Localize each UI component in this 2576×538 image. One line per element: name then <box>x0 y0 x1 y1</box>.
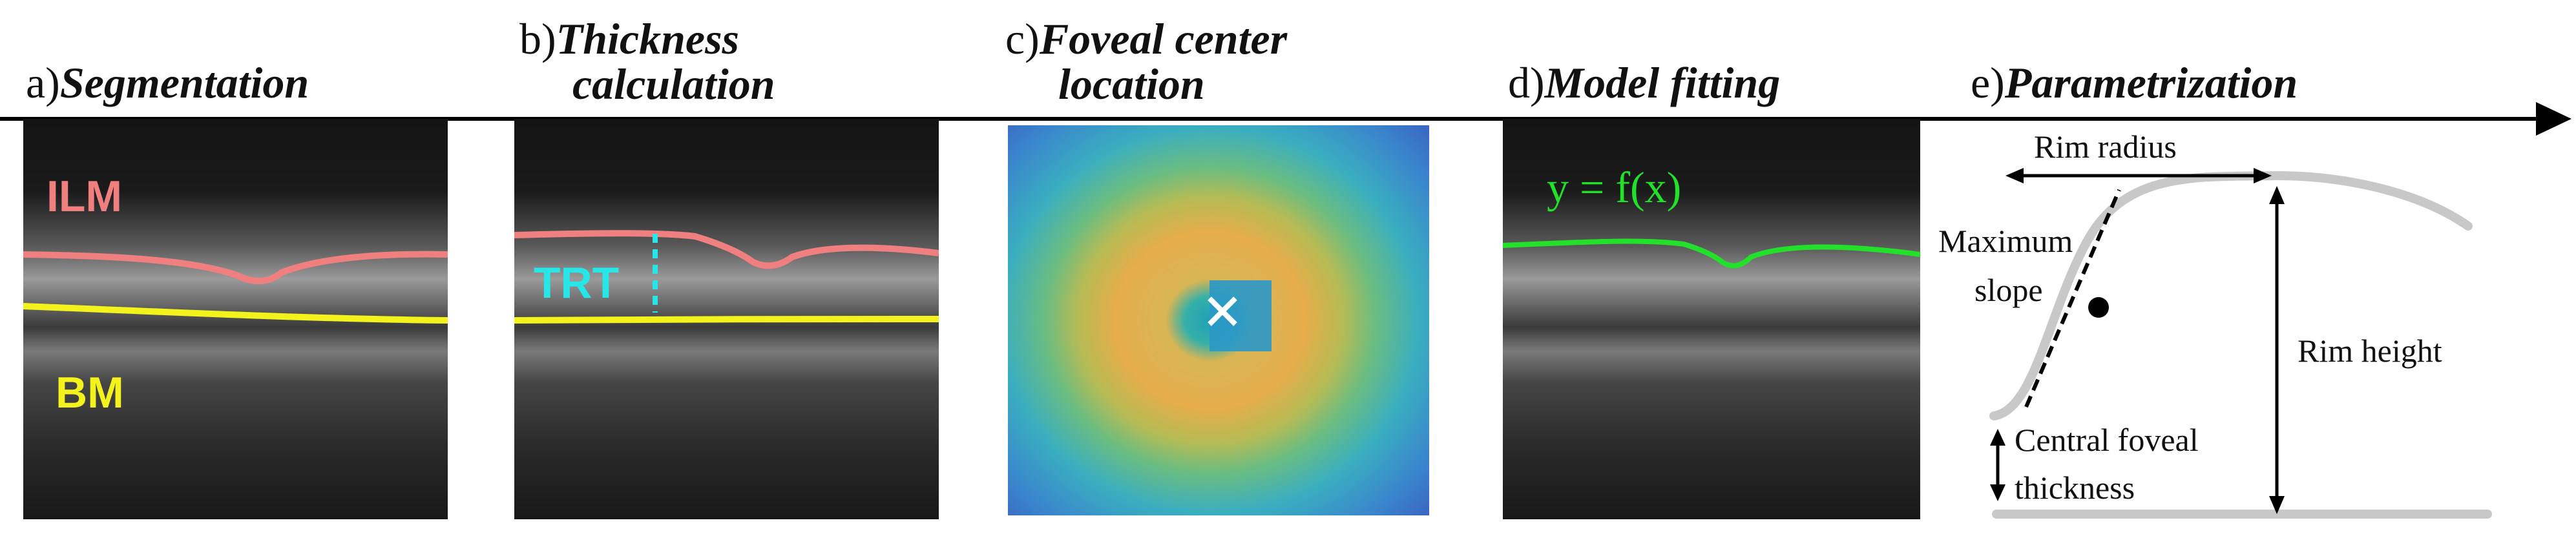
maximum-slope-label-line1: Maximum <box>1938 223 2073 259</box>
panel-b-label: b)Thickness <box>519 16 739 62</box>
central-foveal-label-line2: thickness <box>2015 470 2135 506</box>
panel-a-image <box>23 119 448 519</box>
panel-c-letter: c) <box>1005 14 1040 63</box>
panel-d-image <box>1503 119 1920 519</box>
rim-radius-label: Rim radius <box>2034 129 2177 165</box>
panel-c-title-line2: location <box>1058 59 1205 109</box>
bm-label: BM <box>56 368 124 417</box>
panel-b-letter: b) <box>519 14 556 63</box>
panel-a-title: Segmentation <box>59 58 309 107</box>
maximum-slope-label-line2: slope <box>1974 272 2043 308</box>
panel-d-letter: d) <box>1508 58 1545 107</box>
panel-b-title-line2: calculation <box>572 59 775 109</box>
foveal-center-mark <box>1208 296 1237 326</box>
panel-c-label: c)Foveal center <box>1005 16 1287 62</box>
panel-b-image <box>514 119 939 519</box>
panel-b-label-line2: calculation <box>572 61 775 107</box>
ilm-label: ILM <box>47 172 123 221</box>
rim-height-label: Rim height <box>2298 333 2442 369</box>
panel-e-letter: e) <box>1971 58 2005 107</box>
panel-c-label-line2: location <box>1058 61 1205 107</box>
parametrization-diagram <box>1989 168 2492 519</box>
panel-e-label: e)Parametrization <box>1971 59 2298 106</box>
panel-c-title-line1: Foveal center <box>1039 14 1288 63</box>
panel-b-title-line1: Thickness <box>556 14 740 63</box>
model-equation: y = f(x) <box>1547 163 1682 212</box>
panel-d-title: Model fitting <box>1544 58 1781 107</box>
panel-a-letter: a) <box>26 58 60 107</box>
trt-label: TRT <box>534 258 620 307</box>
panel-e-title: Parametrization <box>2004 58 2298 107</box>
panel-d-label: d)Model fitting <box>1508 59 1780 106</box>
panel-a-label: a)Segmentation <box>26 59 309 106</box>
panel-c-thickness-map <box>1008 125 1429 515</box>
central-foveal-label-line1: Central foveal <box>2015 422 2199 458</box>
